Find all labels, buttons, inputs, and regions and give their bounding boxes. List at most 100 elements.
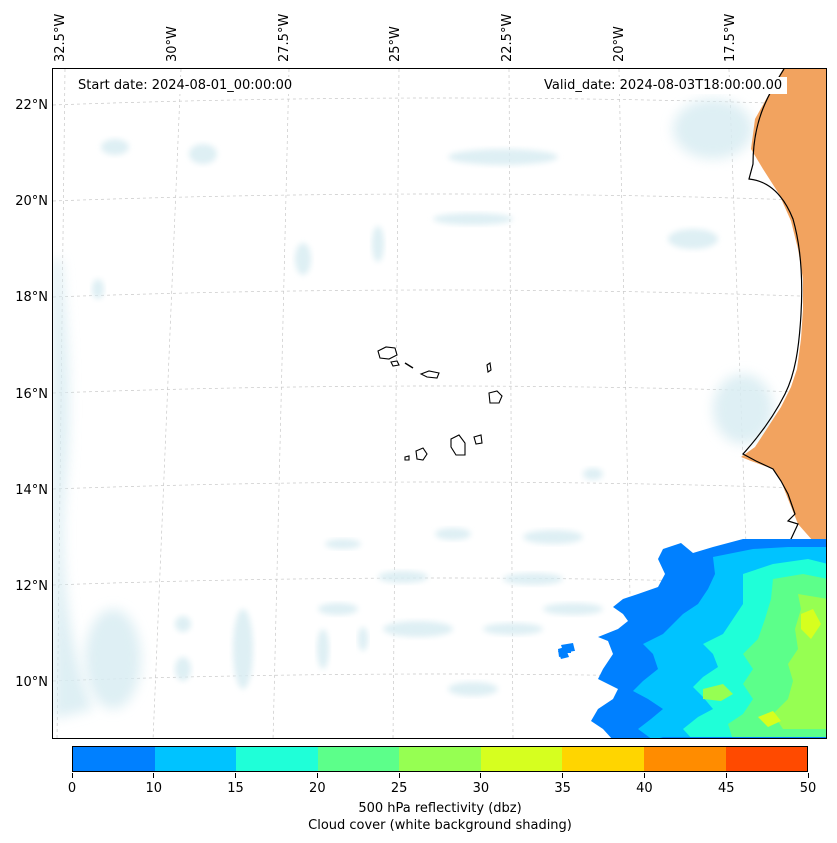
cloud-patch — [448, 149, 558, 165]
cloud-patch — [189, 144, 217, 164]
cloud-patch — [713, 374, 773, 444]
valid-date-label: Valid_date: 2024-08-03T18:00:00.00 — [539, 77, 788, 94]
cloud-patch — [85, 609, 141, 709]
cloud-patch — [433, 213, 513, 225]
cape-verde-islands — [377, 346, 503, 461]
colorbar-tick — [398, 773, 400, 778]
lat-label-10n: 10°N — [15, 675, 48, 690]
island-brava — [404, 455, 410, 461]
lon-label-17-5w: 17.5°W — [723, 13, 738, 62]
cloud-patch — [325, 539, 361, 549]
lon-label-32-5w: 32.5°W — [53, 13, 68, 62]
africa-landmass — [741, 69, 826, 541]
cloud-patch — [378, 571, 428, 583]
colorbar-segment-1 — [154, 747, 237, 771]
colorbar-tick — [71, 773, 73, 778]
colorbar-segment-3 — [317, 747, 400, 771]
reflectivity-small-cell — [558, 647, 567, 657]
island-santiago — [450, 434, 466, 456]
cloud-patch — [543, 603, 603, 615]
lat-label-14n: 14°N — [15, 483, 48, 498]
colorbar-tick — [480, 773, 482, 778]
cloud-patch — [383, 621, 453, 637]
colorbar-tick — [643, 773, 645, 778]
coastline — [742, 69, 826, 628]
colorbar-tick — [807, 773, 809, 778]
colorbar-tick — [235, 773, 237, 778]
colorbar-tick — [316, 773, 318, 778]
colorbar-label-reflectivity: 500 hPa reflectivity (dbz) — [358, 801, 522, 816]
colorbar-tick-label: 35 — [554, 781, 571, 796]
colorbar-segment-8 — [725, 747, 808, 771]
reflectivity-field — [558, 539, 826, 738]
colorbar-segment-6 — [562, 747, 644, 771]
cloud-patch — [583, 468, 603, 480]
colorbar-segment-7 — [643, 747, 726, 771]
colorbar-tick-label: 15 — [227, 781, 244, 796]
start-date-label: Start date: 2024-08-01_00:00:00 — [73, 77, 298, 94]
lon-label-30w: 30°W — [165, 26, 180, 62]
colorbar-segment-0 — [73, 747, 155, 771]
colorbar-segment-2 — [236, 747, 318, 771]
colorbar-tick-label: 50 — [799, 781, 817, 796]
colorbar-tick-label: 40 — [636, 781, 653, 796]
cloud-patch — [101, 139, 129, 155]
cloud-patch — [358, 627, 368, 651]
cloud-cover-shading — [53, 99, 773, 719]
colorbar-tick — [562, 773, 564, 778]
lon-label-22-5w: 22.5°W — [500, 13, 515, 62]
reflectivity-30-35 — [758, 711, 781, 727]
lat-label-20n: 20°N — [15, 194, 48, 209]
map-canvas — [53, 69, 826, 738]
cloud-patch — [372, 226, 384, 262]
cloud-patch — [318, 603, 358, 615]
cloud-patch — [175, 616, 191, 632]
colorbar-tick — [725, 773, 727, 778]
lon-label-27-5w: 27.5°W — [277, 13, 292, 62]
lon-label-25w: 25°W — [388, 26, 403, 62]
lon-label-20w: 20°W — [612, 26, 627, 62]
cloud-patch — [295, 243, 311, 275]
coastline-segment — [404, 362, 414, 369]
cloud-patch — [233, 609, 253, 689]
island-sao-nicolau — [419, 370, 440, 379]
colorbar-tick-label: 25 — [390, 781, 408, 796]
cloud-patch — [503, 573, 563, 585]
lat-label-12n: 12°N — [15, 579, 48, 594]
cloud-patch — [523, 530, 583, 544]
island-boa-vista — [488, 390, 503, 404]
reflectivity-30-35 — [801, 609, 821, 639]
colorbar-tick-label: 30 — [472, 781, 490, 796]
island-sal — [486, 362, 492, 373]
colorbar-label-cloud-cover: Cloud cover (white background shading) — [308, 818, 572, 833]
map-panel — [52, 68, 827, 739]
colorbar-tick-label: 10 — [145, 781, 163, 796]
island-fogo — [415, 447, 428, 461]
island-sao-vicente — [390, 360, 400, 367]
reflectivity-colorbar — [72, 746, 808, 772]
reflectivity-low-band — [659, 737, 826, 738]
colorbar-segment-4 — [399, 747, 481, 771]
reflectivity-small-cell — [568, 647, 574, 652]
cloud-patch — [483, 623, 543, 635]
reflectivity-25-30 — [703, 684, 733, 701]
cloud-patch — [435, 528, 471, 540]
island-maio — [473, 434, 483, 445]
cloud-patch — [317, 629, 329, 669]
lat-label-18n: 18°N — [15, 290, 48, 305]
colorbar-tick — [153, 773, 155, 778]
lat-label-16n: 16°N — [15, 387, 48, 402]
island-santo-antao — [377, 346, 398, 360]
lat-label-22n: 22°N — [15, 98, 48, 113]
colorbar-segment-5 — [480, 747, 563, 771]
cloud-patch — [448, 682, 498, 696]
cloud-patch — [673, 99, 753, 159]
colorbar-tick-label: 0 — [67, 781, 77, 796]
cloud-patch — [175, 657, 191, 681]
colorbar-tick-label: 20 — [309, 781, 326, 796]
cloud-patch — [92, 279, 104, 299]
cloud-left-edge — [53, 259, 93, 719]
cloud-patch — [668, 229, 718, 249]
colorbar-tick-label: 45 — [717, 781, 735, 796]
